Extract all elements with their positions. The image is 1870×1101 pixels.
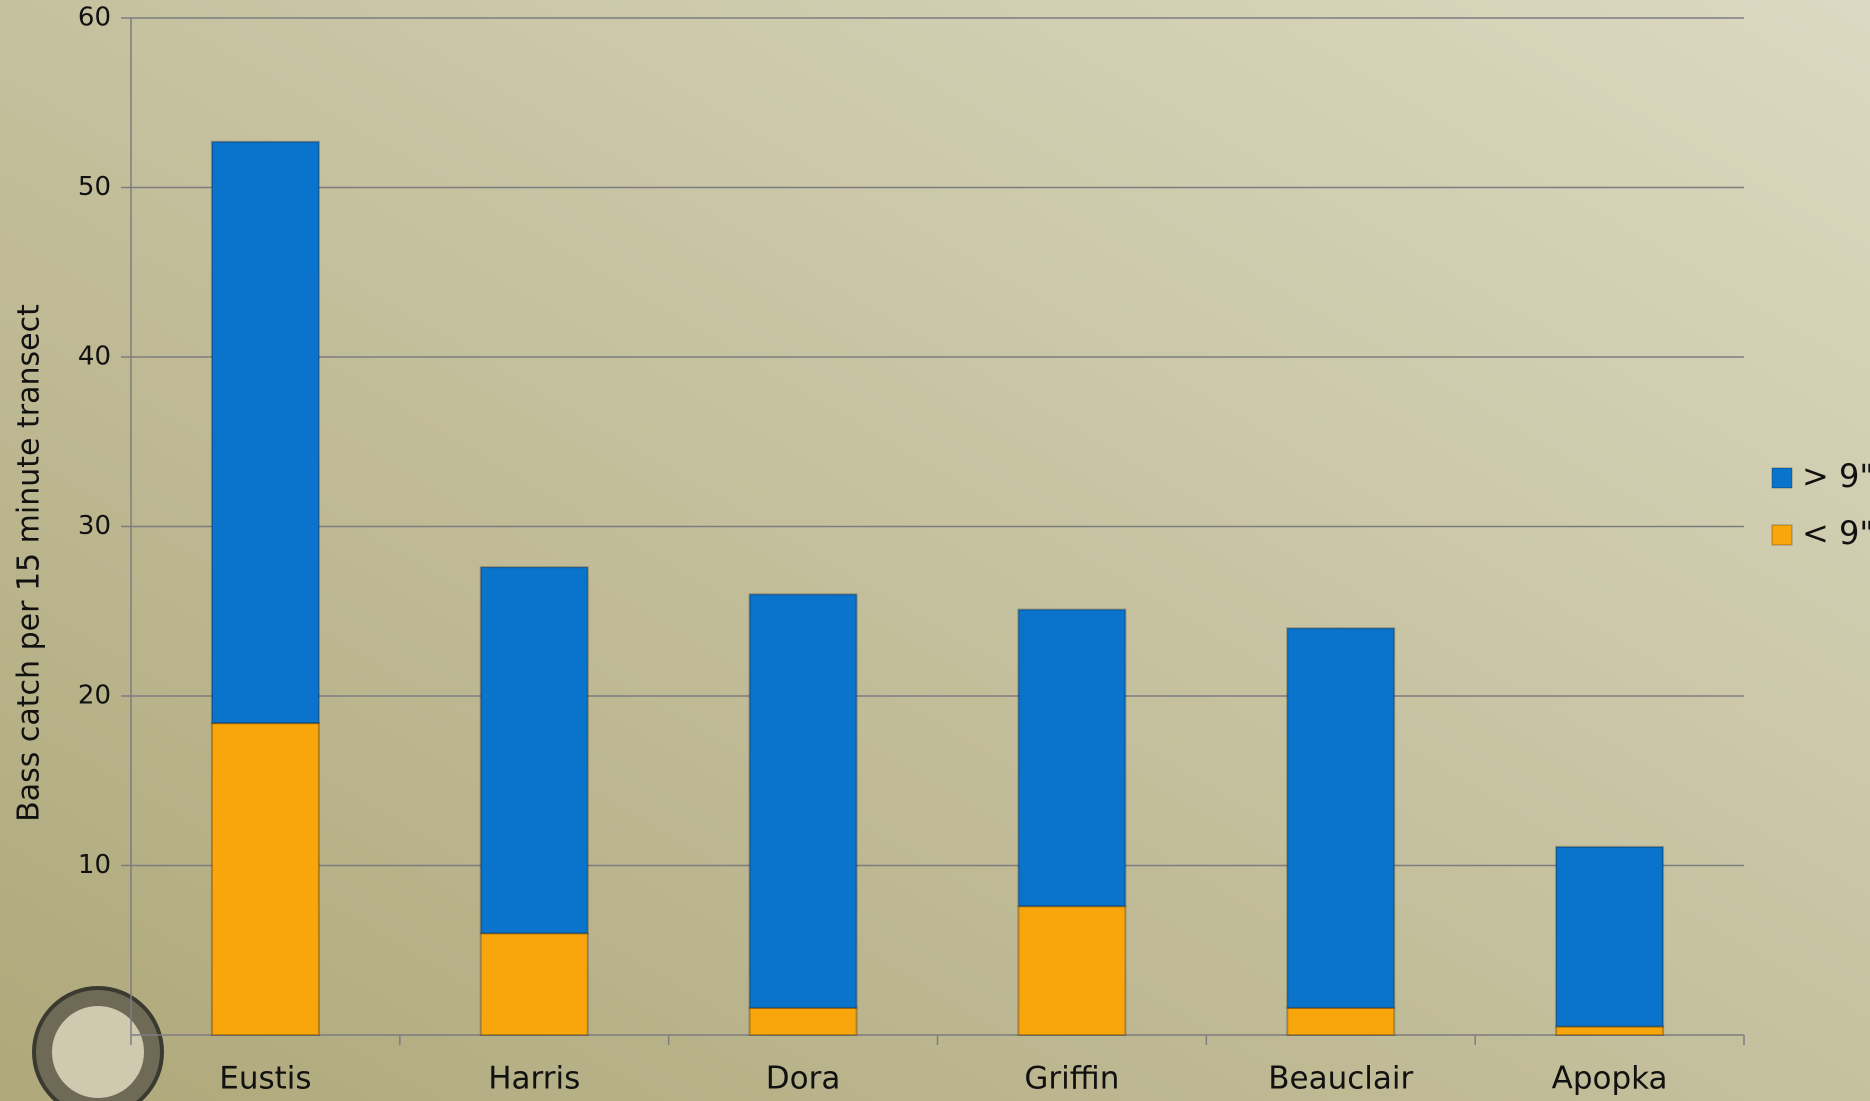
legend-label: < 9" bbox=[1802, 514, 1870, 552]
bar-segment bbox=[210, 722, 320, 1036]
bar-segment bbox=[1555, 845, 1665, 1028]
y-tick-label: 40 bbox=[78, 342, 111, 372]
x-tick-label: Apopka bbox=[1552, 1061, 1668, 1097]
bar-segment bbox=[210, 140, 320, 725]
x-tick-label: Griffin bbox=[1024, 1061, 1119, 1097]
bar-segment bbox=[1017, 905, 1127, 1036]
x-tick-label: Harris bbox=[488, 1061, 580, 1097]
y-tick-label: 50 bbox=[78, 172, 111, 202]
y-axis-label: Bass catch per 15 minute transect bbox=[12, 304, 47, 822]
x-tick-label: Dora bbox=[766, 1061, 841, 1097]
bar-segment bbox=[479, 932, 589, 1036]
bar-segment bbox=[748, 1006, 858, 1037]
legend-swatch bbox=[1771, 467, 1793, 489]
x-tick-label: Eustis bbox=[219, 1061, 311, 1097]
y-tick-label: 10 bbox=[78, 850, 111, 880]
y-tick-label: 30 bbox=[78, 511, 111, 541]
bar-segment bbox=[1555, 1025, 1665, 1037]
bar-segment bbox=[1017, 608, 1127, 908]
bar-segment bbox=[748, 593, 858, 1009]
bar-segment bbox=[1286, 627, 1396, 1009]
y-tick-label: 60 bbox=[78, 3, 111, 33]
bar-segment bbox=[1286, 1006, 1396, 1037]
x-tick-label: Beauclair bbox=[1268, 1061, 1413, 1097]
logo bbox=[32, 986, 164, 1101]
y-tick-label: 20 bbox=[78, 681, 111, 711]
legend-label: > 9" bbox=[1802, 457, 1870, 495]
legend-swatch bbox=[1771, 524, 1793, 546]
bar-segment bbox=[479, 566, 589, 935]
